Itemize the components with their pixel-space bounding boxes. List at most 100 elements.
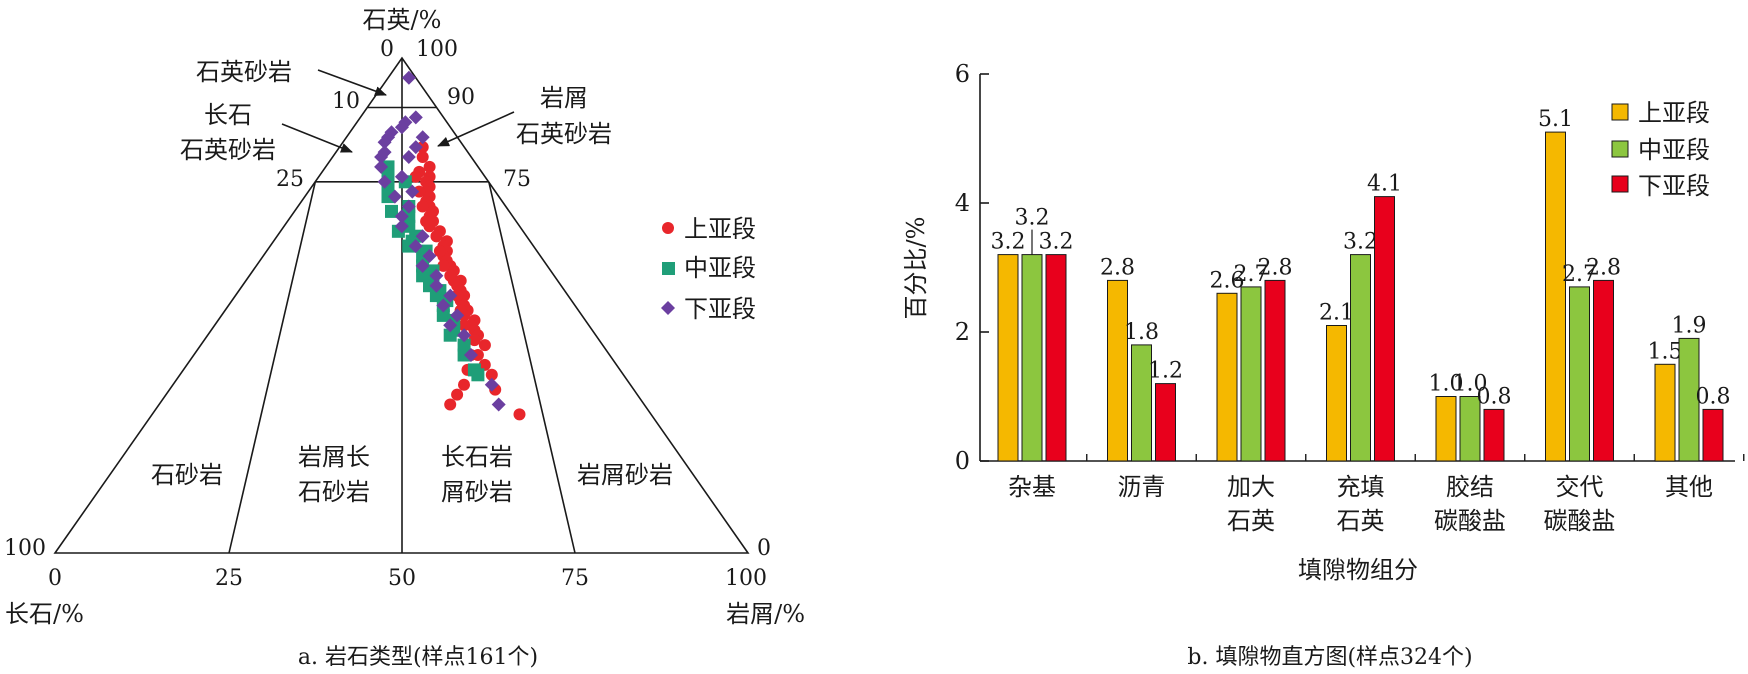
tick-25: 25 xyxy=(276,167,304,192)
tick-bottom-100: 100 xyxy=(725,566,767,591)
ternary-point-s1-44 xyxy=(409,170,422,183)
ternary-point-s1-54 xyxy=(458,319,471,332)
ternary-point-s2-7 xyxy=(385,204,398,218)
x-category-label: 碳酸盐 xyxy=(1544,507,1616,535)
ternary-point-s1-50 xyxy=(437,259,450,272)
ternary-point-s3-33 xyxy=(484,377,499,392)
bar-5-1 xyxy=(1435,396,1457,462)
legend-marker-lower xyxy=(661,301,675,315)
x-axis-title: 填隙物组分 xyxy=(1298,556,1418,584)
bar-7-1 xyxy=(1654,363,1676,462)
legend-swatch-lower xyxy=(1611,175,1629,193)
y-ticks: 0 2 4 6 xyxy=(955,60,989,475)
tick-10: 10 xyxy=(332,89,360,114)
x-category-label: 石英 xyxy=(1337,507,1385,535)
bar-7-3 xyxy=(1702,408,1724,462)
bar-value-label: 2.7 xyxy=(1234,262,1269,287)
legend-swatch-middle xyxy=(1611,140,1629,158)
ternary-point-s1-2 xyxy=(416,151,429,163)
ternary-point-s1-60 xyxy=(444,398,457,411)
ternary-point-s3-23 xyxy=(422,249,437,263)
x-category-label: 交代 xyxy=(1556,473,1604,501)
ternary-point-s3-2 xyxy=(408,110,423,125)
ternary-point-s3-20 xyxy=(394,219,409,234)
arrow-lithic-quartz xyxy=(437,111,515,147)
label-lithic-quartz-2: 石英砂岩 xyxy=(516,120,612,148)
x-category-label: 沥青 xyxy=(1118,473,1166,501)
legend-label-upper: 上亚段 xyxy=(684,215,756,243)
ternary-point-s1-40 xyxy=(478,358,491,371)
bar-3-2 xyxy=(1240,286,1262,462)
legend-marker-middle xyxy=(662,262,675,275)
bar-value-label: 2.7 xyxy=(1562,262,1597,287)
y-tick-label: 6 xyxy=(955,60,970,88)
x-category-label: 充填 xyxy=(1337,473,1385,501)
ternary-point-s3-12 xyxy=(401,150,416,164)
legend-marker-upper xyxy=(662,222,674,234)
bar-value-label: 1.9 xyxy=(1672,313,1707,338)
tick-75: 75 xyxy=(503,167,531,192)
ternary-point-s3-1 xyxy=(401,70,416,85)
ternary-point-s2-32 xyxy=(471,368,485,382)
ternary-point-s3-26 xyxy=(429,278,444,293)
x-category-label: 碳酸盐 xyxy=(1434,507,1506,535)
x-category-label: 加大 xyxy=(1227,473,1275,501)
y-tick-label: 4 xyxy=(955,189,970,217)
bar-4-3 xyxy=(1374,196,1395,462)
ternary-point-s3-17 xyxy=(387,189,402,204)
bar-4-2 xyxy=(1350,254,1371,462)
bar-value-label: 2.8 xyxy=(1100,255,1135,280)
ternary-point-s3-27 xyxy=(443,288,458,303)
bar-2-2 xyxy=(1131,344,1152,462)
bar-1-1 xyxy=(997,254,1019,462)
legend-label-lower: 下亚段 xyxy=(684,295,756,323)
tick-bottom-25: 25 xyxy=(215,566,243,591)
bar-value-label: 3.2 xyxy=(1039,230,1074,255)
caption-right: b. 填隙物直方图(样点324个) xyxy=(1187,645,1472,670)
ternary-point-s2-29 xyxy=(457,338,471,352)
ternary-point-s3-11 xyxy=(374,150,389,164)
bar-3-1 xyxy=(1216,292,1238,462)
ternary-point-s1-48 xyxy=(430,230,443,243)
ternary-point-s1-43 xyxy=(513,408,526,421)
ternary-point-s3-14 xyxy=(394,169,409,184)
ternary-point-s3-29 xyxy=(450,308,465,323)
bar-6-2 xyxy=(1569,286,1590,462)
ternary-point-s3-22 xyxy=(408,239,423,254)
bar-legend: 上亚段 中亚段 下亚段 xyxy=(1611,99,1710,200)
tick-bottom-0: 0 xyxy=(48,566,62,591)
ternary-point-s3-30 xyxy=(443,318,458,333)
ternary-point-s1-55 xyxy=(468,334,481,347)
tick-90: 90 xyxy=(447,85,475,110)
y-tick-label: 0 xyxy=(955,447,970,475)
ternary-point-s1-58 xyxy=(458,378,470,391)
label-feldspathic-quartz-2: 石英砂岩 xyxy=(180,136,276,164)
ternary-point-s1-46 xyxy=(416,200,429,213)
bar-value-label: 1.8 xyxy=(1124,320,1159,345)
bar-value-label: 2.1 xyxy=(1319,301,1354,326)
label-feldspathic-litharenite-2: 屑砂岩 xyxy=(441,478,513,506)
bar-value-label: 3.2 xyxy=(1015,206,1050,231)
label-quartz-sandstone: 石英砂岩 xyxy=(196,58,292,86)
ternary-point-s3-8 xyxy=(377,135,392,150)
label-feldspathic-quartz-1: 长石 xyxy=(204,101,252,129)
bar-value-label: 1.5 xyxy=(1648,339,1683,364)
tick-right-0: 0 xyxy=(757,536,771,561)
label-lithic-quartz-1: 岩屑 xyxy=(540,84,588,112)
bar-5-3 xyxy=(1483,408,1505,462)
ternary-points xyxy=(374,70,526,421)
bar-6-3 xyxy=(1593,279,1614,462)
bar-value-label: 0.8 xyxy=(1696,384,1731,409)
ternary-frame xyxy=(53,56,750,554)
ternary-point-s3-13 xyxy=(374,159,389,174)
bar-5-2 xyxy=(1459,396,1481,462)
bar-2-3 xyxy=(1155,383,1176,462)
label-lithic-arkose-1: 岩屑长 xyxy=(298,443,370,471)
ternary-point-s3-32 xyxy=(464,348,478,362)
line-f-boundary xyxy=(228,181,317,554)
ternary-point-s3-34 xyxy=(491,397,506,412)
y-axis-title: 百分比/% xyxy=(902,217,930,320)
